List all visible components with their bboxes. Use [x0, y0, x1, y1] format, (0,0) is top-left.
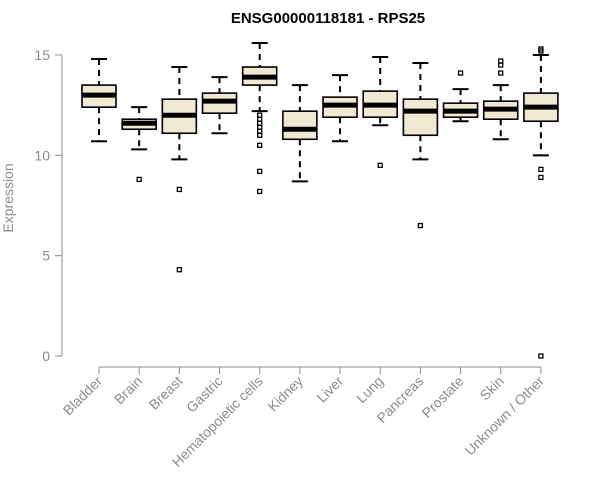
box-unknown-other [523, 46, 559, 359]
box-hematopoietic-cells [241, 41, 278, 195]
outlier-point [377, 162, 383, 169]
box-lung [362, 56, 399, 169]
x-tick-label: Bladder [60, 373, 106, 419]
box-bladder [81, 58, 117, 143]
outlier-point [538, 353, 544, 359]
y-tick-label: 10 [34, 147, 50, 163]
box-skin [482, 58, 519, 141]
outlier-point [136, 176, 142, 183]
outlier-point [538, 174, 544, 181]
outlier-point [257, 142, 263, 148]
outlier-point [538, 166, 544, 173]
x-tick-label: Brain [111, 373, 145, 407]
x-tick-label: Prostate [418, 373, 466, 421]
box-kidney [282, 84, 318, 183]
box-gastric [201, 76, 238, 135]
y-tick-label: 0 [42, 348, 50, 364]
box-brain [121, 106, 157, 183]
outlier-point [417, 222, 424, 229]
outlier-point [176, 267, 182, 273]
outlier-point [498, 70, 504, 76]
outlier-point [498, 58, 504, 64]
box-pancreas [402, 62, 439, 229]
boxes-group [81, 41, 559, 359]
x-tick-label: Skin [476, 373, 507, 404]
iqr-box [282, 110, 318, 141]
outlier-point [257, 188, 263, 195]
outlier-point [457, 70, 464, 76]
y-axis: 0 5 10 15 [34, 47, 63, 364]
x-tick-label: Breast [146, 373, 186, 413]
chart-title: ENSG00000118181 - RPS25 [231, 10, 425, 27]
outlier-point [257, 132, 263, 138]
box-prostate [442, 70, 479, 123]
x-tick-label: Liver [313, 373, 346, 406]
box-breast [161, 66, 198, 273]
outlier-point [176, 186, 182, 193]
box-liver [322, 74, 358, 143]
outlier-point [538, 46, 544, 52]
y-axis-label: Expression [0, 163, 16, 232]
x-tick-label: Kidney [264, 373, 306, 415]
iqr-box [402, 98, 439, 137]
outlier-point [257, 168, 263, 175]
x-tick-label: Lung [353, 373, 386, 406]
y-tick-label: 5 [42, 248, 50, 264]
y-tick-label: 15 [34, 47, 50, 63]
